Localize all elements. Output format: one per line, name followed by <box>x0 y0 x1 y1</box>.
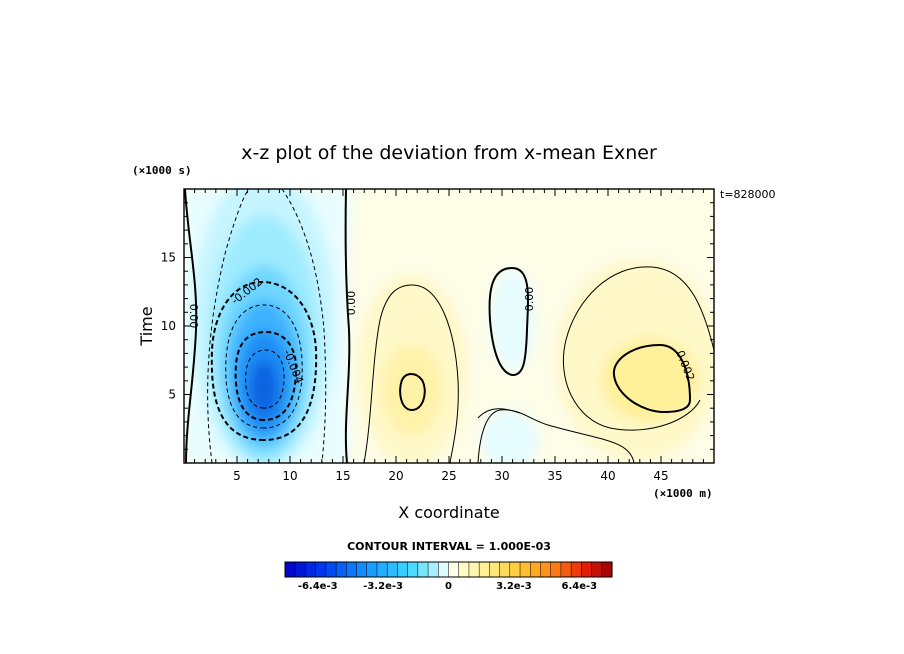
time-stamp: t=828000 <box>720 188 776 201</box>
colorbar-cell <box>427 561 439 578</box>
contour-interval: CONTOUR INTERVAL = 1.000E-03 <box>347 540 551 553</box>
x-tick-label: 25 <box>441 469 456 483</box>
contour-neg4 <box>234 330 298 422</box>
x-tick-label: 40 <box>600 469 615 483</box>
colorbar-cell <box>305 561 317 578</box>
contour-pos1-b <box>477 409 635 463</box>
colorbar-cell <box>540 561 552 578</box>
contour-zero-mid <box>344 189 351 463</box>
contour-label-3: 0.00 <box>345 291 358 316</box>
shade-neg-6 <box>250 360 278 416</box>
colorbar-cell <box>335 561 347 578</box>
shade-pos-4 <box>602 338 698 422</box>
colorbar-cell <box>284 561 296 578</box>
colorbar-frame <box>284 561 613 578</box>
y-tick-label: 5 <box>168 388 176 402</box>
y-tick-label: 15 <box>161 251 176 265</box>
contour-pos2-a <box>399 373 426 412</box>
colorbar-cell <box>386 561 398 578</box>
colorbar-cell <box>346 561 358 578</box>
x-tick-label: 30 <box>494 469 509 483</box>
colorbar-cell <box>499 561 511 578</box>
y-axis: 5 10 15 <box>161 202 714 450</box>
colorbar-cell <box>509 561 521 578</box>
colorbar-tick-label: -3.2e-3 <box>363 581 403 592</box>
colorbar-tick-label: 0 <box>445 581 452 592</box>
contour-label-0: 0.00 <box>187 304 200 329</box>
y-unit-label: (×1000 s) <box>132 164 192 177</box>
x-axis-title: X coordinate <box>398 503 499 522</box>
x-unit-label: (×1000 m) <box>653 487 713 500</box>
y-tick-label: 10 <box>161 319 176 333</box>
colorbar-cell <box>397 561 409 578</box>
colorbar-ticks: -6.4e-3 -3.2e-3 0 3.2e-3 6.4e-3 <box>298 581 597 592</box>
contour-pos1-c <box>477 408 521 419</box>
colorbar-cell <box>560 561 572 578</box>
colorbar-cell <box>478 561 490 578</box>
colorbar-cell <box>519 561 531 578</box>
contour-label-4: 0.00 <box>523 287 536 312</box>
x-axis: 5 10 15 20 25 30 35 40 45 <box>194 189 704 483</box>
colorbar-cell <box>591 561 603 578</box>
colorbar-cell <box>407 561 419 578</box>
shade-neg-8 <box>482 410 538 463</box>
contour-neg5 <box>245 349 285 409</box>
colorbar-cell <box>601 561 613 578</box>
colorbar-cell <box>458 561 470 578</box>
y-axis-title: Time <box>137 306 156 346</box>
colorbar-cell <box>376 561 388 578</box>
contour-pos1-d <box>562 266 714 431</box>
colorbar-tick-label: 3.2e-3 <box>496 581 532 592</box>
contour-neg3 <box>225 304 303 429</box>
colorbar-cell <box>417 561 429 578</box>
colorbar-tick-label: -6.4e-3 <box>298 581 338 592</box>
contour-pos2-b <box>612 343 692 414</box>
colorbar-tick-label: 6.4e-3 <box>561 581 597 592</box>
contour-zero-island <box>488 266 529 376</box>
colorbar-cell <box>581 561 593 578</box>
contour-neg1-right <box>281 189 327 463</box>
contour-pos1-a <box>363 284 459 463</box>
colorbar-cell <box>325 561 337 578</box>
colorbar-cell <box>448 561 460 578</box>
contour-zero-left <box>184 189 198 463</box>
contour-neg1-left <box>207 189 251 463</box>
colorbar-cell <box>438 561 450 578</box>
contour-lines <box>184 189 714 463</box>
x-tick-label: 20 <box>388 469 403 483</box>
shading-layer <box>184 189 714 463</box>
colorbar <box>284 561 613 578</box>
colorbar-cell <box>315 561 327 578</box>
colorbar-cell <box>530 561 542 578</box>
colorbar-cell <box>489 561 501 578</box>
shade-pos-2 <box>382 345 442 435</box>
colorbar-cell <box>550 561 562 578</box>
x-tick-label: 45 <box>653 469 668 483</box>
x-tick-label: 10 <box>282 469 297 483</box>
colorbar-cell <box>468 561 480 578</box>
x-tick-label: 5 <box>233 469 241 483</box>
x-tick-label: 15 <box>335 469 350 483</box>
contour-neg2 <box>210 280 318 442</box>
colorbar-cell <box>356 561 368 578</box>
colorbar-cell <box>294 561 306 578</box>
x-tick-label: 35 <box>547 469 562 483</box>
chart-title: x-z plot of the deviation from x-mean Ex… <box>241 142 657 164</box>
colorbar-cell <box>570 561 582 578</box>
colorbar-cell <box>366 561 378 578</box>
plot-area: 0.00 -0.002 -0.004 0.00 0.00 0.002 <box>184 189 714 463</box>
shade-neg-7 <box>491 270 535 370</box>
